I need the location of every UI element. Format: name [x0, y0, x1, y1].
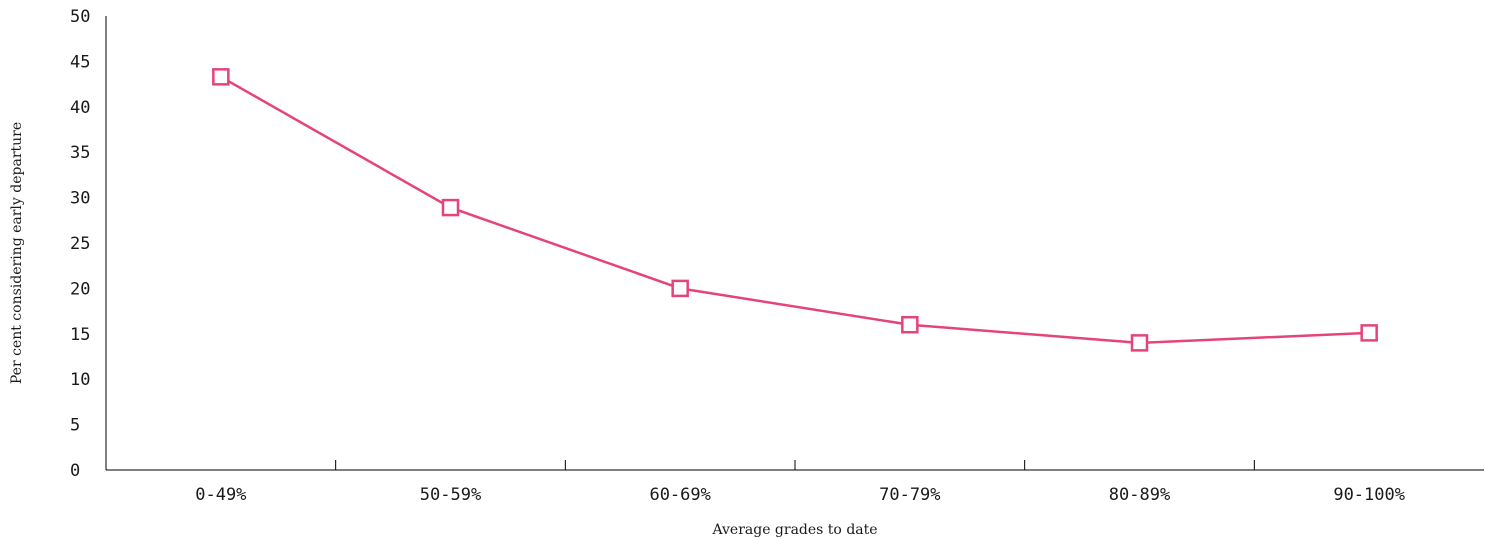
y-tick-label: 0 [70, 461, 80, 481]
x-tick-label: 50-59% [420, 485, 481, 505]
data-point-marker [212, 68, 230, 86]
y-tick-label: 25 [70, 234, 90, 254]
x-axis-ticks: 0-49% 50-59% 60-69% 70-79% 80-89% 90-100% [195, 460, 1405, 505]
data-point-marker [1130, 334, 1149, 352]
y-tick-label: 30 [70, 189, 90, 209]
data-point-marker [1360, 324, 1378, 342]
y-tick-label: 15 [70, 325, 90, 345]
y-axis-ticks: 0 5 10 15 20 25 30 35 40 45 50 [70, 7, 90, 481]
x-tick-label: 0-49% [195, 485, 246, 505]
y-axis-title: Per cent considering early departure [9, 122, 25, 384]
data-point-marker [441, 198, 460, 217]
y-tick-label: 20 [70, 279, 90, 299]
series-line [220, 75, 1370, 345]
x-tick-label: 70-79% [879, 485, 940, 505]
x-tick-label: 60-69% [649, 485, 710, 505]
y-tick-label: 10 [70, 370, 90, 390]
x-tick-label: 80-89% [1109, 485, 1170, 505]
y-tick-label: 5 [70, 416, 80, 436]
y-tick-label: 40 [70, 98, 90, 118]
data-point-marker [671, 279, 689, 298]
x-tick-label: 90-100% [1333, 485, 1405, 505]
y-tick-label: 50 [70, 7, 90, 27]
series-layer [212, 68, 1378, 352]
y-tick-label: 35 [70, 143, 90, 163]
data-point-marker [901, 315, 919, 334]
y-tick-label: 45 [70, 52, 90, 72]
x-axis-title: Average grades to date [711, 522, 877, 538]
